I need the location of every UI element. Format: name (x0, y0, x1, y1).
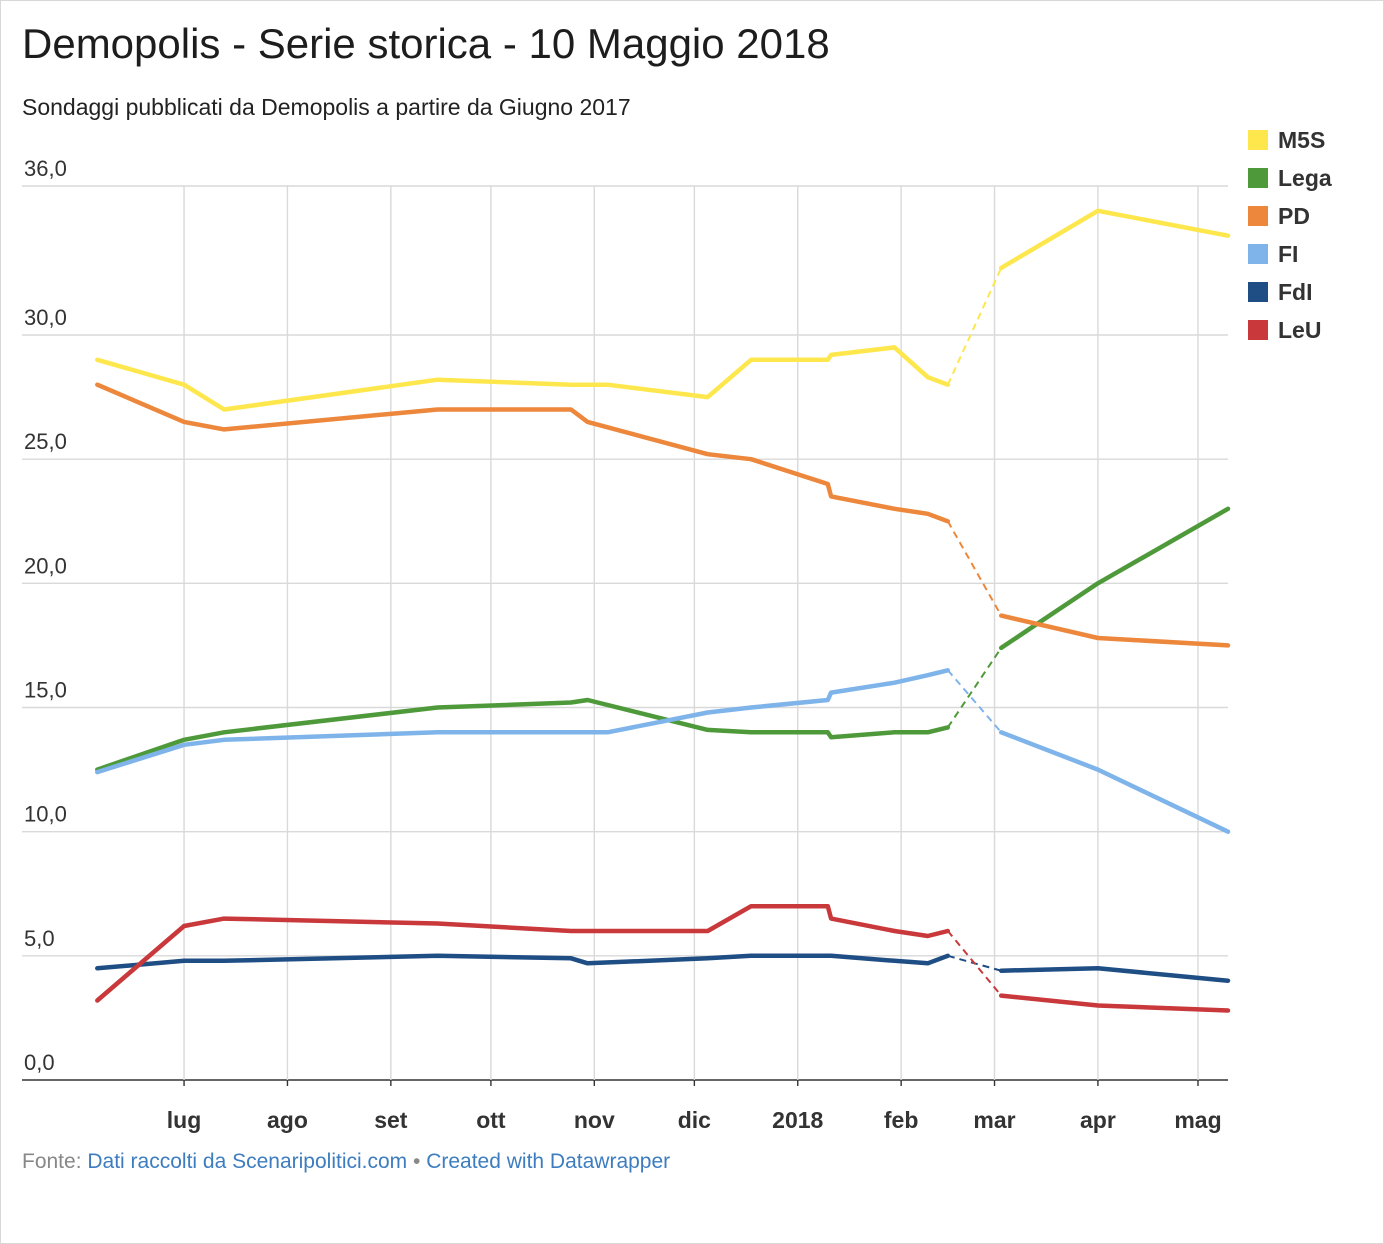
series-leu (95, 903, 1231, 1013)
x-tick-label: feb (884, 1107, 919, 1133)
y-tick-label: 15,0 (24, 678, 67, 703)
footer-prefix: Fonte: (22, 1150, 88, 1173)
y-axis-ticks: 0,0 5,0 10,0 15,0 20,0 25,0 30,0 36,0 (24, 156, 67, 1075)
series-m5s (95, 208, 1231, 412)
y-tick-label: 10,0 (24, 802, 67, 827)
series-gap-lega (947, 647, 1003, 728)
series-line-lega-post (998, 506, 1231, 651)
y-tick-label: 0,0 (24, 1050, 55, 1075)
legend-item-leu: LeU (1248, 317, 1321, 343)
legend-swatch (1248, 320, 1268, 340)
series-line-fi-post (998, 730, 1231, 834)
legend-item-pd: PD (1248, 203, 1310, 229)
series-line-pd (95, 382, 951, 524)
legend-label: PD (1278, 203, 1310, 229)
footer-separator: • (407, 1150, 427, 1173)
series-gap-m5s (946, 267, 1003, 386)
series-line-fdi-post (998, 966, 1231, 983)
y-tick-label: 25,0 (24, 429, 67, 454)
series-lines (95, 208, 1231, 1013)
x-tick-label: dic (678, 1107, 711, 1133)
x-gridlines (183, 186, 1199, 1086)
series-gap-pd (946, 520, 1003, 617)
legend-swatch (1248, 206, 1268, 226)
series-line-fi (95, 668, 951, 775)
series-gap-leu (947, 930, 1002, 997)
legend-label: M5S (1278, 127, 1325, 153)
series-gap-fi (947, 669, 1002, 733)
chart-title: Demopolis - Serie storica - 10 Maggio 20… (22, 20, 830, 67)
series-line-lega (95, 697, 951, 772)
legend-label: FI (1278, 241, 1298, 267)
legend-label: Lega (1278, 165, 1332, 191)
series-line-m5s-post (998, 208, 1231, 271)
legend-item-lega: Lega (1248, 165, 1332, 191)
series-fdi (95, 953, 1231, 983)
legend-item-fdi: FdI (1248, 279, 1313, 305)
legend-swatch (1248, 244, 1268, 264)
legend-label: FdI (1278, 279, 1313, 305)
legend-swatch (1248, 130, 1268, 150)
x-tick-label: ago (267, 1107, 308, 1133)
x-tick-label: apr (1080, 1107, 1116, 1133)
legend-label: LeU (1278, 317, 1321, 343)
series-line-leu (95, 903, 951, 1003)
y-tick-label: 30,0 (24, 305, 67, 330)
chart-footer: Fonte: Dati raccolti da Scenaripolitici.… (22, 1150, 670, 1174)
series-lega (95, 506, 1231, 772)
legend-swatch (1248, 168, 1268, 188)
series-line-leu-post (998, 993, 1231, 1013)
y-tick-label: 36,0 (24, 156, 67, 181)
y-tick-label: 5,0 (24, 926, 55, 951)
series-line-fdi (95, 953, 951, 971)
series-pd (95, 382, 1231, 648)
x-tick-label: 2018 (772, 1107, 823, 1133)
x-tick-label: nov (574, 1107, 615, 1133)
x-tick-label: lug (167, 1107, 202, 1133)
x-tick-label: ott (476, 1107, 506, 1133)
legend-item-m5s: M5S (1248, 127, 1325, 153)
y-tick-label: 20,0 (24, 553, 67, 578)
legend-swatch (1248, 282, 1268, 302)
x-tick-label: mar (973, 1107, 1015, 1133)
x-axis-ticks: lug ago set ott nov dic 2018 feb mar apr mag (167, 1107, 1222, 1133)
x-tick-label: mag (1174, 1107, 1221, 1133)
source-link[interactable]: Dati raccolti da Scenaripolitici.com (87, 1150, 408, 1173)
legend: M5S Lega PD FI FdI LeU (1248, 127, 1332, 343)
x-tick-label: set (374, 1107, 408, 1133)
series-fi (95, 668, 1231, 834)
series-line-pd-post (998, 613, 1231, 648)
series-line-m5s (95, 345, 951, 412)
legend-item-fi: FI (1248, 241, 1298, 267)
datawrapper-link[interactable]: Created with Datawrapper (426, 1150, 671, 1173)
y-gridlines (22, 185, 1228, 1081)
chart-subtitle: Sondaggi pubblicati da Demopolis a parti… (22, 94, 631, 120)
